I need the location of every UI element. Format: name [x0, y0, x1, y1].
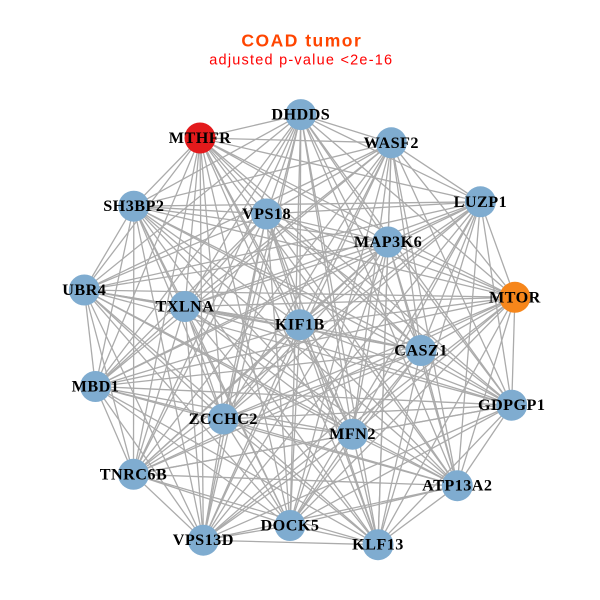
svg-text:TXLNA: TXLNA [156, 298, 215, 316]
svg-text:WASF2: WASF2 [364, 134, 419, 152]
svg-text:DOCK5: DOCK5 [261, 517, 320, 535]
svg-text:KIF1B: KIF1B [275, 316, 325, 334]
svg-text:VPS18: VPS18 [242, 205, 291, 223]
svg-text:SH3BP2: SH3BP2 [103, 197, 164, 215]
svg-text:LUZP1: LUZP1 [454, 193, 508, 211]
svg-text:MBD1: MBD1 [72, 378, 120, 396]
svg-text:GDPGP1: GDPGP1 [478, 396, 545, 414]
svg-text:MTHFR: MTHFR [169, 129, 232, 147]
svg-text:VPS13D: VPS13D [173, 531, 234, 549]
svg-text:COAD tumor: COAD tumor [241, 30, 362, 50]
svg-text:CASZ1: CASZ1 [394, 342, 448, 360]
svg-text:ZCCHC2: ZCCHC2 [189, 410, 258, 428]
svg-text:MAP3K6: MAP3K6 [354, 233, 422, 251]
svg-text:ATP13A2: ATP13A2 [422, 477, 492, 495]
svg-text:DHDDS: DHDDS [271, 106, 330, 124]
svg-text:MTOR: MTOR [489, 288, 541, 306]
svg-text:MFN2: MFN2 [329, 425, 376, 443]
svg-text:UBR4: UBR4 [62, 281, 106, 299]
svg-text:TNRC6B: TNRC6B [100, 465, 167, 483]
svg-text:KLF13: KLF13 [352, 536, 404, 554]
svg-text:adjusted p-value <2e-16: adjusted p-value <2e-16 [209, 52, 393, 68]
